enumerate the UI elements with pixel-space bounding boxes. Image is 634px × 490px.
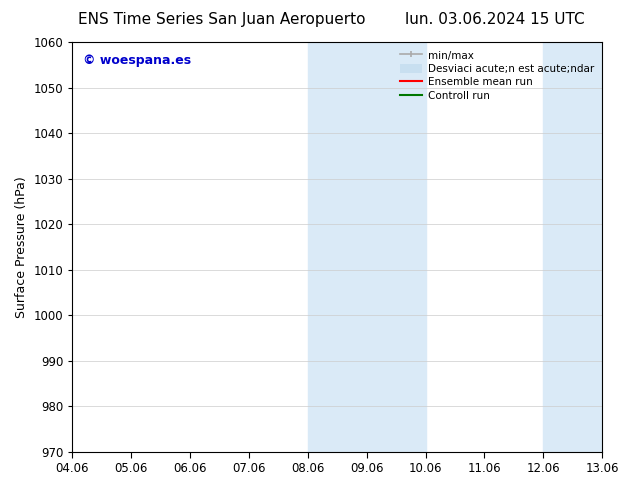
Text: lun. 03.06.2024 15 UTC: lun. 03.06.2024 15 UTC xyxy=(404,12,585,27)
Text: ENS Time Series San Juan Aeropuerto: ENS Time Series San Juan Aeropuerto xyxy=(78,12,366,27)
Bar xyxy=(543,42,602,452)
Legend: min/max, Desviaci acute;n est acute;ndar, Ensemble mean run, Controll run: min/max, Desviaci acute;n est acute;ndar… xyxy=(396,47,597,104)
Y-axis label: Surface Pressure (hPa): Surface Pressure (hPa) xyxy=(15,176,28,318)
Text: © woespana.es: © woespana.es xyxy=(83,54,191,67)
Bar xyxy=(308,42,425,452)
